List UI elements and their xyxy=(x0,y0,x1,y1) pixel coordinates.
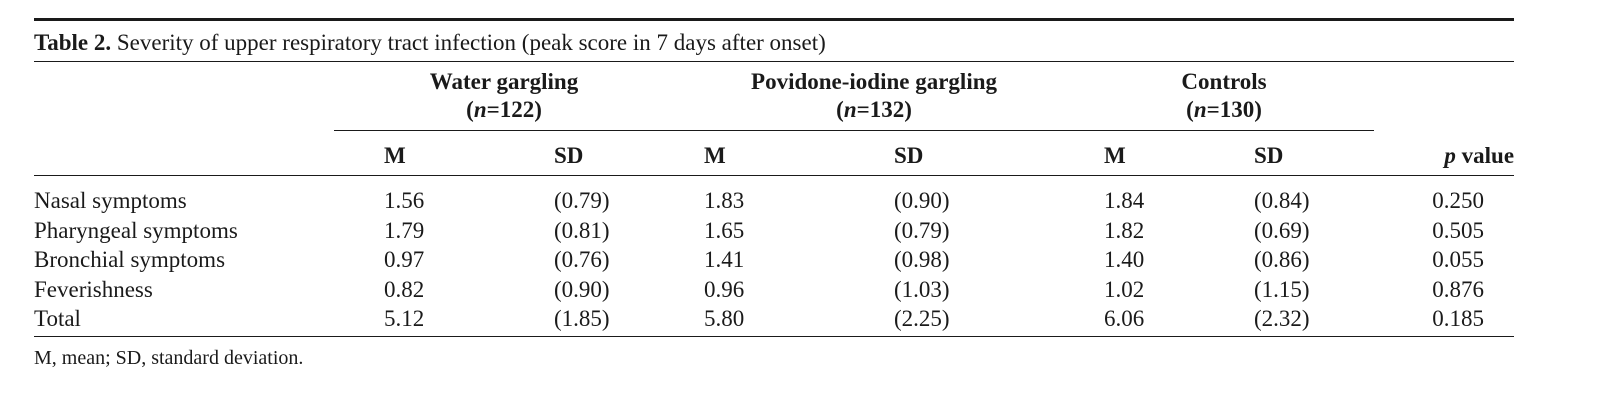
mean-cell: 1.84 xyxy=(1104,188,1145,213)
table-caption: Table 2. Severity of upper respiratory t… xyxy=(34,21,1514,62)
pvalue-cell: 0.876 xyxy=(1432,276,1485,302)
group-n: (n=122) xyxy=(466,97,542,122)
group-n: (n=130) xyxy=(1186,97,1262,122)
subheader-sd: SD xyxy=(1224,130,1375,176)
mean-cell: 1.65 xyxy=(704,217,745,243)
sd-cell: (0.79) xyxy=(894,217,950,243)
top-rule xyxy=(34,18,1514,21)
data-table: Water gargling (n=122) Povidone-iodine g… xyxy=(34,62,1515,336)
group-name: Controls xyxy=(1181,69,1267,94)
group-header-controls: Controls (n=130) xyxy=(1074,62,1374,130)
group-name: Water gargling xyxy=(429,69,579,94)
subheader-m: M xyxy=(334,130,504,176)
group-underline-row xyxy=(34,130,1514,131)
sd-cell: (0.98) xyxy=(894,247,950,272)
subheader-pvalue: p value xyxy=(1374,130,1515,176)
group-name: Povidone-iodine gargling xyxy=(751,69,998,94)
group-header-water: Water gargling (n=122) xyxy=(334,62,674,130)
mean-cell: 0.97 xyxy=(384,247,425,272)
sd-cell: (0.79) xyxy=(554,188,610,213)
sd-cell: (2.32) xyxy=(1254,306,1310,331)
subheader-sd: SD xyxy=(504,130,675,176)
sd-cell: (0.86) xyxy=(1254,247,1310,272)
mean-cell: 1.56 xyxy=(384,188,425,213)
sd-cell: (0.90) xyxy=(554,276,610,302)
stub-header-empty xyxy=(34,62,334,130)
mean-cell: 0.96 xyxy=(704,276,745,302)
subheader-row: M SD M SD M SD p value xyxy=(34,130,1515,176)
mean-cell: 0.82 xyxy=(384,276,425,302)
sd-cell: (1.15) xyxy=(1254,276,1310,302)
sd-cell: (0.76) xyxy=(554,247,610,272)
row-label: Nasal symptoms xyxy=(34,188,187,213)
subheader-m: M xyxy=(1074,130,1225,176)
sd-cell: (0.69) xyxy=(1254,217,1310,243)
subheader-sd: SD xyxy=(844,130,1075,176)
row-label: Feverishness xyxy=(34,276,153,302)
row-label: Total xyxy=(34,306,81,331)
sd-cell: (0.90) xyxy=(894,188,950,213)
mean-cell: 1.02 xyxy=(1104,276,1145,302)
stub-subheader-empty xyxy=(34,130,334,176)
table-caption-text: Severity of upper respiratory tract infe… xyxy=(116,30,826,55)
table-row: Total 5.12 (1.85) 5.80 (2.25) 6.06 (2.32) 0.185 xyxy=(34,304,1514,336)
table-body: Nasal symptoms 1.56 (0.79) 1.83 (0.90) 1.84 (0… xyxy=(34,176,1514,336)
group-underline xyxy=(334,130,1375,131)
table-row: Feverishness 0.82 (0.90) 0.96 (1.03) 1.02 (1.1… xyxy=(34,275,1514,305)
pvalue-cell: 0.505 xyxy=(1432,217,1485,243)
mean-cell: 5.12 xyxy=(384,306,425,331)
row-label: Bronchial symptoms xyxy=(34,247,226,272)
pvalue-header-spacer xyxy=(1374,62,1514,130)
mean-cell: 1.41 xyxy=(704,247,745,272)
mean-cell: 1.82 xyxy=(1104,217,1145,243)
bottom-rule xyxy=(34,335,1514,337)
sd-cell: (2.25) xyxy=(894,306,950,331)
pvalue-cell: 0.185 xyxy=(1432,306,1485,331)
sd-cell: (0.84) xyxy=(1254,188,1310,213)
subheader-m: M xyxy=(674,130,845,176)
mean-cell: 5.80 xyxy=(704,306,745,331)
mean-cell: 1.40 xyxy=(1104,247,1145,272)
row-label: Pharyngeal symptoms xyxy=(34,217,238,243)
table-label: Table 2. xyxy=(34,30,112,55)
table-row: Nasal symptoms 1.56 (0.79) 1.83 (0.90) 1.84 (0… xyxy=(34,176,1514,216)
group-header-row: Water gargling (n=122) Povidone-iodine g… xyxy=(34,62,1514,130)
pvalue-cell: 0.250 xyxy=(1432,188,1485,213)
sd-cell: (0.81) xyxy=(554,217,610,243)
mean-cell: 1.79 xyxy=(384,217,425,243)
mean-cell: 6.06 xyxy=(1104,306,1145,331)
mean-cell: 1.83 xyxy=(704,188,745,213)
sd-cell: (1.85) xyxy=(554,306,610,331)
sd-cell: (1.03) xyxy=(894,276,950,302)
table-row: Bronchial symptoms 0.97 (0.76) 1.41 (0.98) 1.… xyxy=(34,245,1514,275)
table-footnote: M, mean; SD, standard deviation. xyxy=(34,346,304,369)
group-header-povidone: Povidone-iodine gargling (n=132) xyxy=(674,62,1074,130)
table-row: Pharyngeal symptoms 1.79 (0.81) 1.65 (0.79) 1… xyxy=(34,216,1514,246)
pvalue-cell: 0.055 xyxy=(1432,247,1485,272)
group-n: (n=132) xyxy=(836,97,912,122)
table-container: Table 2. Severity of upper respiratory t… xyxy=(34,18,1515,371)
